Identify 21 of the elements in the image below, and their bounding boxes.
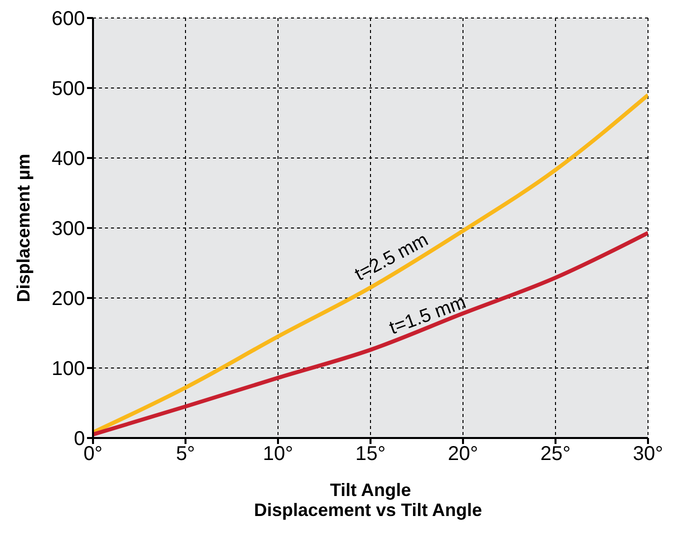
x-tick-label: 10° bbox=[262, 443, 294, 466]
x-tick-label: 15° bbox=[355, 443, 386, 466]
y-tick-label: 300 bbox=[52, 218, 85, 240]
y-tick-label: 500 bbox=[52, 78, 85, 100]
x-tick-label: 30° bbox=[632, 443, 664, 466]
x-tick-label: 25° bbox=[540, 443, 571, 466]
y-tick-label: 100 bbox=[52, 358, 85, 380]
x-axis-title: Tilt Angle bbox=[330, 480, 411, 500]
y-tick-label: 200 bbox=[52, 288, 85, 310]
annotation: t=1.5 mm bbox=[386, 292, 470, 340]
y-tick-label: 400 bbox=[52, 148, 85, 170]
x-tick-label: 0° bbox=[83, 443, 103, 466]
y-axis-title: Displacement µm bbox=[13, 154, 34, 302]
line-series bbox=[93, 230, 648, 436]
x-tick-label: 20° bbox=[448, 443, 478, 466]
annotation: t=2.5 mm bbox=[352, 230, 432, 286]
line-series bbox=[93, 93, 648, 434]
x-tick-label: 5° bbox=[176, 443, 196, 466]
y-tick-label: 600 bbox=[52, 8, 85, 30]
y-tick-label: 0 bbox=[74, 428, 85, 450]
text: Displacement vs Tilt Angle bbox=[252, 500, 484, 521]
